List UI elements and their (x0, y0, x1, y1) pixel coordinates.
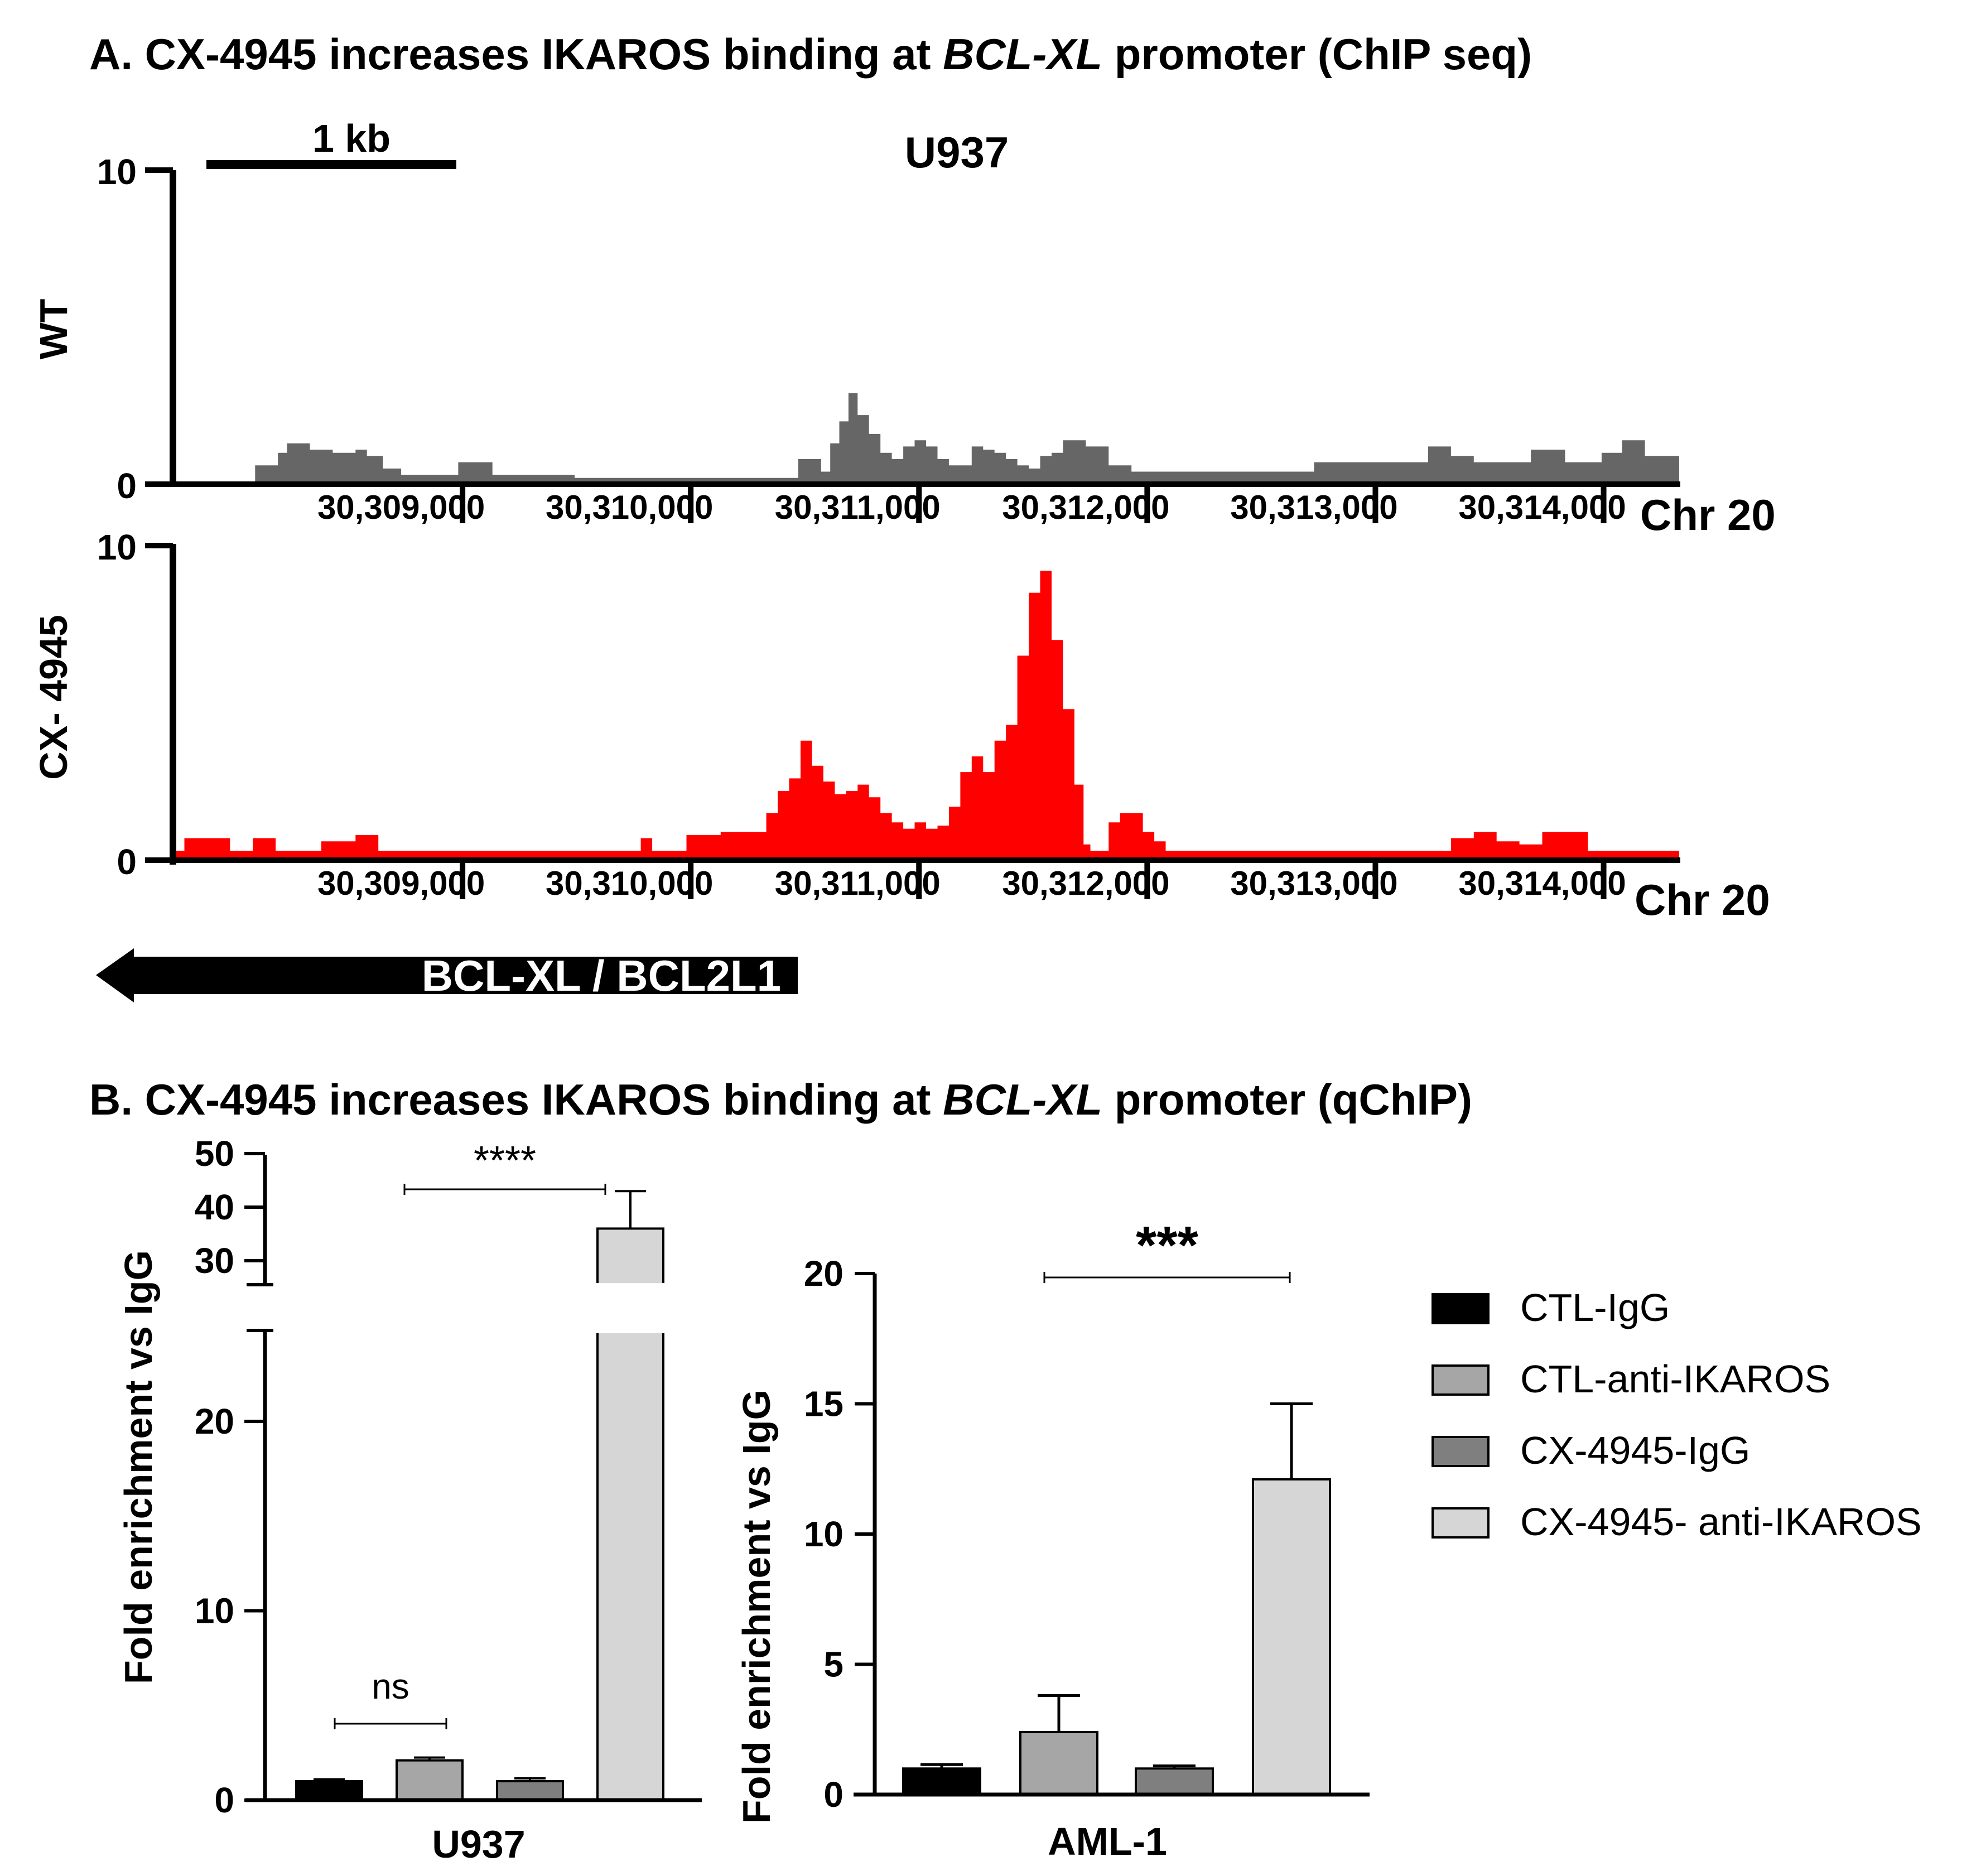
u937-y-tick-label: 0 (214, 1780, 234, 1820)
u937-y-ticks: 0 10 20 30 40 50 (195, 1134, 265, 1820)
legend-swatch (1431, 1507, 1490, 1539)
wt-x-tick-label: 30,310,000 (546, 489, 713, 526)
cx-x-tick-label: 30,310,000 (546, 865, 713, 902)
wt-coverage-area (173, 393, 1679, 484)
aml1-bars (902, 1402, 1331, 1796)
legend-label: CX-4945-IgG (1520, 1429, 1750, 1472)
panel-a-title: A. CX-4945 increases IKAROS binding at B… (89, 30, 1532, 79)
aml1-y-tick-label: 15 (804, 1384, 844, 1424)
u937-x-label: U937 (432, 1822, 525, 1866)
wt-y-label-0: 0 (117, 466, 137, 506)
gene-label: BCL-XL / BCL2L1 (422, 951, 781, 1000)
legend-swatch (1431, 1436, 1490, 1467)
u937-y-tick-label: 10 (195, 1591, 234, 1631)
panel-b-title: B. CX-4945 increases IKAROS binding at B… (89, 1075, 1472, 1124)
aml1-bar (902, 1767, 981, 1796)
significance-label: *** (1136, 1216, 1199, 1275)
aml1-y-label: Fold enrichment vs IgG (735, 1390, 778, 1824)
wt-x-tick-label: 30,314,000 (1458, 489, 1626, 526)
cx-x-tick-label: 30,311,000 (775, 865, 941, 902)
cx-track-label: CX- 4945 (32, 615, 75, 780)
aml1-y-ticks: 0 5 10 15 20 (804, 1253, 875, 1815)
significance-label: **** (474, 1139, 536, 1183)
wt-coverage-track (173, 393, 1679, 484)
wt-y-label-10: 10 (97, 152, 137, 192)
u937-bar (295, 1780, 363, 1802)
cx-y-label-0: 0 (117, 842, 137, 882)
u937-bar-lower (596, 1329, 664, 1801)
wt-track-label: WT (32, 299, 75, 360)
u937-y-label: Fold enrichment vs IgG (117, 1250, 160, 1684)
wt-x-tick-label: 30,313,000 (1230, 489, 1397, 526)
wt-x-tick-label: 30,312,000 (1002, 489, 1169, 526)
aml1-y-tick-label: 5 (823, 1644, 844, 1685)
aml1-y-tick-label: 10 (804, 1514, 844, 1554)
u937-bar-break-gap (595, 1283, 666, 1333)
wt-x-tick-label: 30,311,000 (775, 489, 941, 526)
legend-label: CTL-anti-IKAROS (1520, 1357, 1830, 1401)
u937-bar-upper (596, 1227, 664, 1287)
aml1-x-label: AML-1 (1048, 1820, 1167, 1863)
cx-y-label-10: 10 (97, 527, 137, 567)
cx-x-tick-label: 30,314,000 (1458, 865, 1626, 902)
gene-arrow (96, 948, 798, 1002)
u937-y-tick-label: 20 (195, 1401, 234, 1441)
u937-bar (496, 1780, 564, 1802)
cx-x-tick-label: 30,309,000 (317, 865, 485, 902)
aml1-bar (1252, 1478, 1331, 1796)
u937-y-axis (245, 1155, 702, 1802)
u937-y-tick-label: 30 (195, 1241, 234, 1281)
u937-bars (295, 1190, 666, 1802)
cx-x-ticks: 30,309,000 30,310,000 30,311,000 30,312,000… (317, 860, 1626, 902)
legend: CTL-IgG CTL-anti-IKAROS CX-4945-IgG CX-4945… (1431, 1286, 1922, 1544)
aml1-bar (1135, 1767, 1214, 1796)
aml1-significance: *** (1043, 1216, 1291, 1283)
cx-coverage-track (173, 571, 1679, 860)
wt-chromosome-label: Chr 20 (1640, 490, 1776, 539)
cx-x-tick-label: 30,312,000 (1002, 865, 1169, 902)
u937-y-tick-label: 50 (195, 1134, 234, 1174)
cx-coverage-area (173, 571, 1679, 860)
u937-bar (396, 1759, 464, 1802)
scale-bar-label: 1 kb (312, 117, 391, 160)
u937-y-tick-label: 40 (195, 1187, 234, 1227)
legend-swatch (1431, 1364, 1490, 1396)
cx-chromosome-label: Chr 20 (1635, 875, 1770, 924)
wt-x-tick-label: 30,309,000 (317, 489, 485, 526)
legend-label: CX-4945- anti-IKAROS (1520, 1500, 1922, 1544)
aml1-y-tick-label: 20 (804, 1253, 844, 1294)
aml1-bar (1019, 1730, 1098, 1796)
legend-swatch (1431, 1293, 1490, 1324)
cx-x-tick-label: 30,313,000 (1230, 865, 1397, 902)
legend-label: CTL-IgG (1520, 1286, 1670, 1329)
wt-x-ticks: 30,309,000 30,310,000 30,311,000 30,312,000… (317, 484, 1626, 526)
u937-significance: ns **** (334, 1139, 606, 1729)
aml1-y-tick-label: 0 (823, 1774, 844, 1815)
cell-line-title: U937 (905, 128, 1009, 177)
significance-label: ns (372, 1666, 409, 1706)
